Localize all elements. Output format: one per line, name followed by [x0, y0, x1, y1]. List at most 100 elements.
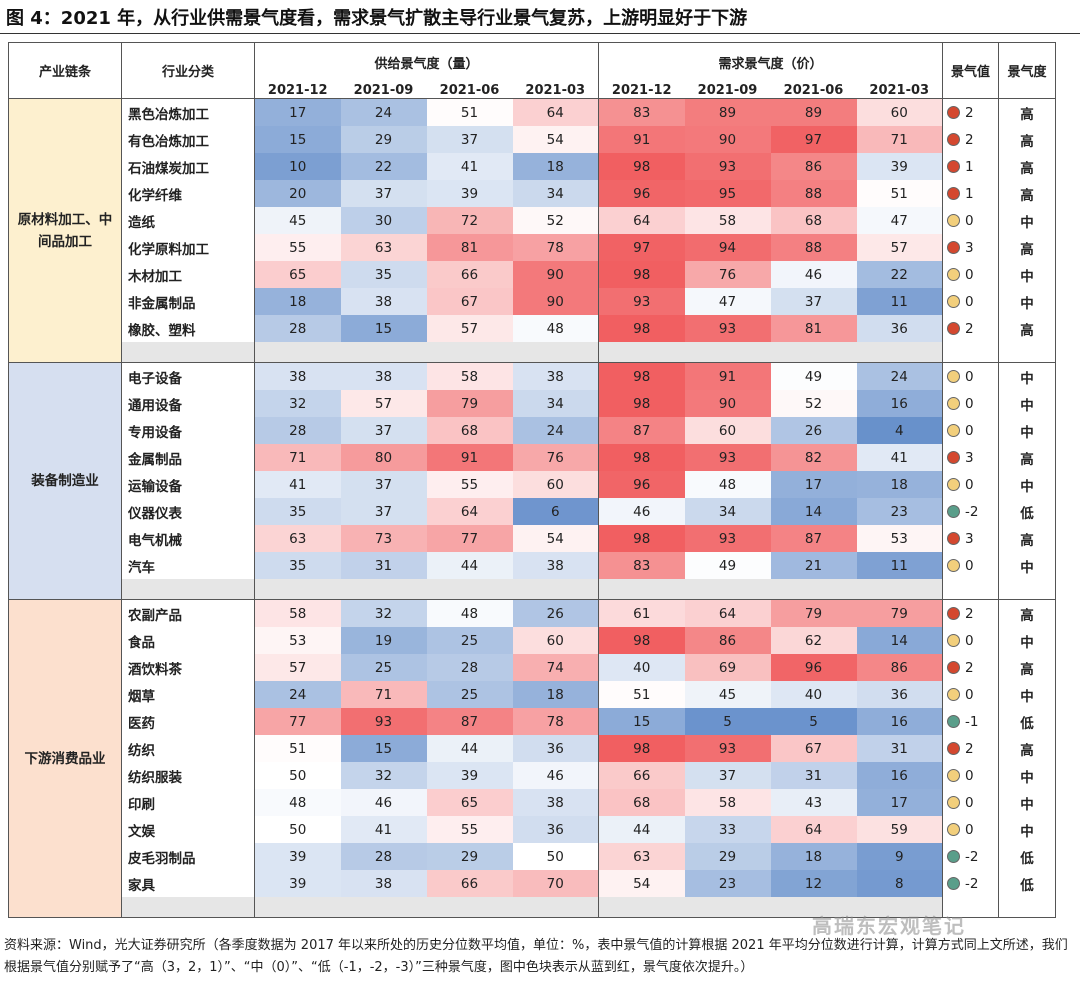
prosperity-value-text: -2 [965, 503, 979, 520]
demand-value-cell: 46 [598, 498, 685, 525]
supply-value-cell: 28 [426, 654, 513, 681]
prosperity-level: 中 [998, 390, 1056, 417]
industry-name: 仪器仪表 [121, 498, 255, 525]
demand-value-cell: 45 [684, 681, 771, 708]
demand-value-cell: 86 [770, 153, 857, 180]
supply-value-cell: 22 [340, 153, 427, 180]
supply-value-cell: 38 [512, 552, 599, 579]
supply-value-cell: 78 [512, 708, 599, 735]
demand-value-cell: 60 [856, 98, 943, 126]
table-row: 电气机械 63 73 77 54 98 93 87 53 3 高 [9, 525, 1056, 552]
supply-value-cell: 45 [254, 207, 341, 234]
demand-value-cell: 90 [684, 390, 771, 417]
demand-value-cell: 23 [856, 498, 943, 525]
supply-value-cell: 72 [426, 207, 513, 234]
supply-value-cell: 90 [512, 288, 599, 315]
prosperity-level: 中 [998, 816, 1056, 843]
demand-value-cell: 58 [684, 789, 771, 816]
supply-value-cell: 70 [512, 870, 599, 897]
prosperity-level: 低 [998, 708, 1056, 735]
demand-value-cell: 40 [770, 681, 857, 708]
supply-value-cell: 80 [340, 444, 427, 471]
prosperity-value-text: 0 [965, 794, 974, 811]
spacer-cell [684, 342, 771, 363]
demand-value-cell: 98 [598, 153, 685, 180]
spacer-cell [856, 342, 943, 363]
header-period: 2021-03 [512, 82, 599, 99]
industry-name: 纺织 [121, 735, 255, 762]
demand-value-cell: 61 [598, 599, 685, 627]
industry-name: 石油煤炭加工 [121, 153, 255, 180]
demand-value-cell: 60 [684, 417, 771, 444]
watermark: 高瑞东宏观笔记 [812, 914, 966, 938]
supply-value-cell: 63 [340, 234, 427, 261]
demand-value-cell: 31 [856, 735, 943, 762]
demand-value-cell: 17 [770, 471, 857, 498]
table-row: 石油煤炭加工 10 22 41 18 98 93 86 39 1 高 [9, 153, 1056, 180]
demand-value-cell: 90 [684, 126, 771, 153]
spacer-cell [998, 579, 1056, 600]
prosperity-dot-icon [947, 187, 960, 200]
spacer-cell [770, 897, 857, 918]
demand-value-cell: 66 [598, 762, 685, 789]
demand-value-cell: 31 [770, 762, 857, 789]
supply-value-cell: 53 [254, 627, 341, 654]
supply-value-cell: 39 [426, 180, 513, 207]
supply-value-cell: 44 [426, 552, 513, 579]
industry-name: 文娱 [121, 816, 255, 843]
section-name: 下游消费品业 [24, 750, 106, 767]
prosperity-level: 中 [998, 762, 1056, 789]
supply-value-cell: 28 [254, 315, 341, 342]
prosperity-level: 中 [998, 288, 1056, 315]
section-label: 装备制造业 [8, 362, 122, 600]
demand-value-cell: 81 [770, 315, 857, 342]
title-divider [0, 33, 1080, 34]
demand-value-cell: 33 [684, 816, 771, 843]
demand-value-cell: 12 [770, 870, 857, 897]
supply-value-cell: 60 [512, 471, 599, 498]
prosperity-value: 0 [942, 471, 999, 498]
supply-value-cell: 25 [340, 654, 427, 681]
supply-value-cell: 78 [512, 234, 599, 261]
prosperity-value: 0 [942, 816, 999, 843]
supply-value-cell: 15 [340, 315, 427, 342]
supply-value-cell: 76 [512, 444, 599, 471]
demand-value-cell: 97 [770, 126, 857, 153]
supply-value-cell: 79 [426, 390, 513, 417]
prosperity-dot-icon [947, 634, 960, 647]
section-spacer-row [9, 579, 1056, 600]
demand-value-cell: 23 [684, 870, 771, 897]
demand-value-cell: 94 [684, 234, 771, 261]
demand-value-cell: 98 [598, 525, 685, 552]
prosperity-value: -2 [942, 843, 999, 870]
table-row: 专用设备 28 37 68 24 87 60 26 4 0 中 [9, 417, 1056, 444]
industry-name: 金属制品 [121, 444, 255, 471]
industry-name: 酒饮料茶 [121, 654, 255, 681]
supply-value-cell: 34 [512, 180, 599, 207]
demand-value-cell: 47 [856, 207, 943, 234]
supply-value-cell: 24 [512, 417, 599, 444]
prosperity-level: 低 [998, 843, 1056, 870]
prosperity-value-text: 2 [965, 104, 974, 121]
supply-value-cell: 50 [512, 843, 599, 870]
demand-value-cell: 59 [856, 816, 943, 843]
prosperity-value: 1 [942, 153, 999, 180]
prosperity-value: 0 [942, 552, 999, 579]
supply-value-cell: 18 [512, 153, 599, 180]
demand-value-cell: 4 [856, 417, 943, 444]
prosperity-value: 0 [942, 681, 999, 708]
demand-value-cell: 86 [856, 654, 943, 681]
supply-value-cell: 35 [254, 552, 341, 579]
supply-value-cell: 71 [254, 444, 341, 471]
demand-value-cell: 93 [598, 288, 685, 315]
demand-value-cell: 93 [684, 735, 771, 762]
demand-value-cell: 18 [856, 471, 943, 498]
supply-value-cell: 36 [512, 735, 599, 762]
table-row: 家具 39 38 66 70 54 23 12 8 -2 低 [9, 870, 1056, 897]
industry-name: 印刷 [121, 789, 255, 816]
supply-value-cell: 58 [254, 599, 341, 627]
spacer-cell [942, 342, 999, 363]
supply-value-cell: 93 [340, 708, 427, 735]
source-note: 资料来源：Wind，光大证券研究所（各季度数据为 2017 年以来所处的历史分位… [4, 938, 1068, 975]
supply-value-cell: 48 [512, 315, 599, 342]
